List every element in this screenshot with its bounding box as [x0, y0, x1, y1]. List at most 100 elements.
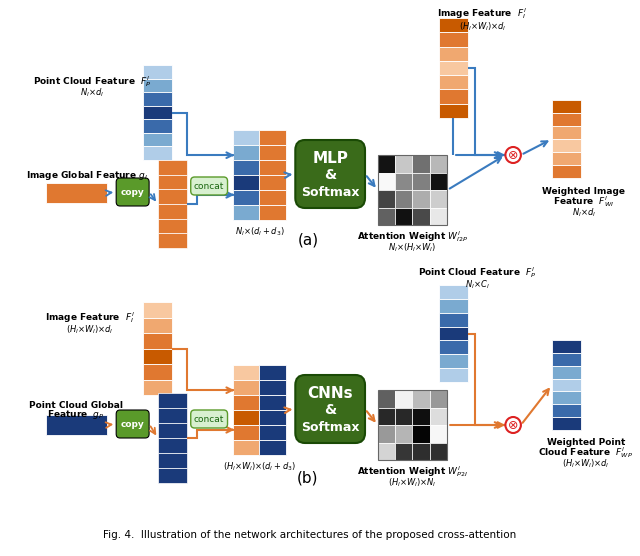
- FancyBboxPatch shape: [158, 190, 187, 204]
- FancyBboxPatch shape: [259, 190, 285, 205]
- Text: Image Feature  $F_I^l$: Image Feature $F_I^l$: [45, 311, 135, 325]
- FancyBboxPatch shape: [158, 423, 187, 438]
- Bar: [412, 207, 430, 225]
- FancyBboxPatch shape: [143, 317, 172, 333]
- Bar: [412, 443, 430, 460]
- FancyBboxPatch shape: [234, 190, 259, 205]
- FancyBboxPatch shape: [143, 78, 172, 92]
- FancyBboxPatch shape: [234, 130, 259, 145]
- Text: $N_l × (H_l × W_l)$: $N_l × (H_l × W_l)$: [388, 242, 436, 254]
- FancyBboxPatch shape: [143, 146, 172, 160]
- Bar: [430, 155, 447, 172]
- Bar: [412, 190, 430, 207]
- FancyBboxPatch shape: [143, 364, 172, 380]
- FancyBboxPatch shape: [234, 380, 259, 395]
- Bar: [378, 443, 395, 460]
- Text: Image Global Feature $g_I$: Image Global Feature $g_I$: [26, 168, 148, 181]
- FancyBboxPatch shape: [552, 379, 581, 391]
- FancyBboxPatch shape: [552, 404, 581, 417]
- FancyBboxPatch shape: [143, 65, 172, 78]
- FancyBboxPatch shape: [552, 126, 581, 139]
- FancyBboxPatch shape: [552, 165, 581, 178]
- Text: &: &: [324, 168, 336, 182]
- FancyBboxPatch shape: [158, 204, 187, 219]
- FancyBboxPatch shape: [143, 349, 172, 364]
- FancyBboxPatch shape: [438, 75, 468, 90]
- Bar: [378, 172, 395, 190]
- FancyBboxPatch shape: [143, 380, 172, 395]
- FancyBboxPatch shape: [259, 145, 285, 160]
- FancyBboxPatch shape: [295, 375, 365, 443]
- FancyBboxPatch shape: [552, 139, 581, 152]
- FancyBboxPatch shape: [234, 145, 259, 160]
- FancyBboxPatch shape: [234, 410, 259, 425]
- Bar: [378, 390, 395, 408]
- FancyBboxPatch shape: [143, 106, 172, 120]
- Text: Image Feature  $F_I^l$: Image Feature $F_I^l$: [437, 7, 527, 22]
- Text: $(H_l × W_l) × d_l$: $(H_l × W_l) × d_l$: [458, 21, 506, 33]
- Text: MLP: MLP: [312, 151, 348, 166]
- FancyBboxPatch shape: [116, 410, 149, 438]
- Text: Attention Weight $W_{I2P}^l$: Attention Weight $W_{I2P}^l$: [357, 230, 468, 245]
- Bar: [395, 408, 412, 425]
- Bar: [395, 390, 412, 408]
- FancyBboxPatch shape: [438, 90, 468, 104]
- Bar: [412, 155, 430, 172]
- Text: $N_l × d_l$: $N_l × d_l$: [572, 207, 596, 219]
- FancyBboxPatch shape: [438, 326, 468, 340]
- Text: Point Cloud Global: Point Cloud Global: [29, 400, 122, 410]
- Text: Feature  $g_P$: Feature $g_P$: [47, 408, 104, 420]
- FancyBboxPatch shape: [47, 415, 106, 435]
- Text: concat: concat: [194, 415, 225, 424]
- Text: $N_l × (d_l+d_3)$: $N_l × (d_l+d_3)$: [235, 226, 285, 239]
- Text: copy: copy: [121, 187, 145, 196]
- Text: concat: concat: [194, 181, 225, 191]
- Bar: [395, 207, 412, 225]
- Bar: [430, 425, 447, 443]
- Text: Cloud Feature  $F_{WP}^l$: Cloud Feature $F_{WP}^l$: [538, 445, 633, 460]
- FancyBboxPatch shape: [438, 18, 468, 32]
- FancyBboxPatch shape: [158, 393, 187, 408]
- Text: $(H_l × W_l) × (d_l+d_3)$: $(H_l × W_l) × (d_l+d_3)$: [223, 461, 296, 473]
- FancyBboxPatch shape: [234, 205, 259, 220]
- FancyBboxPatch shape: [552, 417, 581, 430]
- FancyBboxPatch shape: [438, 47, 468, 61]
- FancyBboxPatch shape: [552, 152, 581, 165]
- Text: $(H_l × W_l) × d_l$: $(H_l × W_l) × d_l$: [67, 324, 114, 336]
- FancyBboxPatch shape: [158, 468, 187, 483]
- Text: Point Cloud Feature  $F_P^l$: Point Cloud Feature $F_P^l$: [33, 75, 151, 90]
- Text: $(H_l × W_l) × N_l$: $(H_l × W_l) × N_l$: [388, 476, 436, 489]
- Bar: [395, 155, 412, 172]
- FancyBboxPatch shape: [116, 178, 149, 206]
- Bar: [378, 190, 395, 207]
- FancyBboxPatch shape: [259, 175, 285, 190]
- Text: copy: copy: [121, 419, 145, 429]
- Text: ⊗: ⊗: [508, 148, 518, 161]
- FancyBboxPatch shape: [234, 160, 259, 175]
- FancyBboxPatch shape: [552, 391, 581, 404]
- Bar: [378, 155, 395, 172]
- Bar: [395, 425, 412, 443]
- Circle shape: [506, 417, 521, 433]
- FancyBboxPatch shape: [158, 408, 187, 423]
- FancyBboxPatch shape: [259, 395, 285, 410]
- Text: Fig. 4.  Illustration of the network architectures of the proposed cross-attenti: Fig. 4. Illustration of the network arch…: [103, 530, 516, 540]
- Bar: [412, 172, 430, 190]
- Bar: [430, 443, 447, 460]
- FancyBboxPatch shape: [143, 92, 172, 106]
- FancyBboxPatch shape: [143, 333, 172, 349]
- Bar: [395, 443, 412, 460]
- FancyBboxPatch shape: [259, 410, 285, 425]
- Circle shape: [506, 147, 521, 163]
- Bar: [430, 390, 447, 408]
- FancyBboxPatch shape: [259, 380, 285, 395]
- FancyBboxPatch shape: [158, 219, 187, 234]
- FancyBboxPatch shape: [438, 299, 468, 312]
- Text: Softmax: Softmax: [301, 420, 360, 434]
- FancyBboxPatch shape: [234, 425, 259, 440]
- Text: $N_l × d_l$: $N_l × d_l$: [80, 87, 104, 100]
- FancyBboxPatch shape: [158, 453, 187, 468]
- Bar: [395, 172, 412, 190]
- FancyBboxPatch shape: [234, 175, 259, 190]
- FancyBboxPatch shape: [438, 61, 468, 75]
